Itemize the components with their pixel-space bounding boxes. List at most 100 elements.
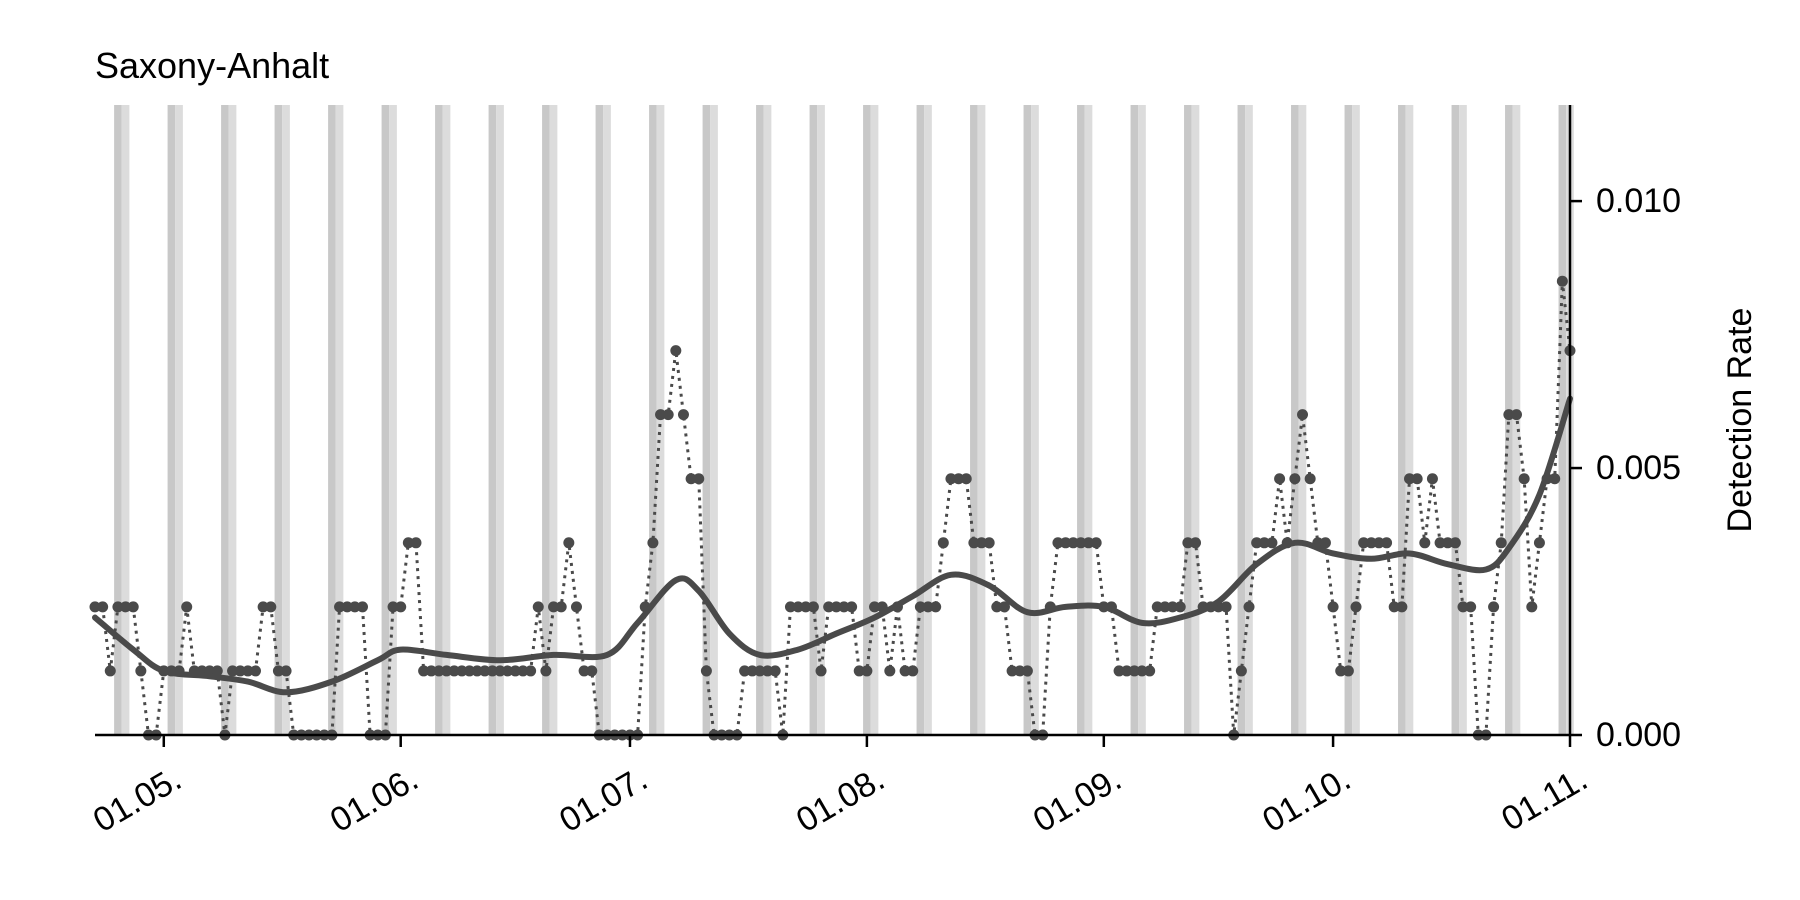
daily-rate-point (754, 665, 766, 677)
weekend-band (970, 105, 978, 735)
daily-rate-point (1060, 537, 1072, 549)
daily-rate-point (1465, 601, 1477, 613)
weekend-band (1237, 105, 1246, 735)
daily-rate-point (1495, 537, 1507, 549)
daily-rate-point (356, 601, 368, 613)
daily-rate-point (471, 665, 483, 677)
daily-rate-point (1159, 601, 1171, 613)
daily-rate-point (341, 601, 353, 613)
daily-rate-point (249, 665, 261, 677)
daily-rate-point (1151, 601, 1163, 613)
daily-rate-point (502, 665, 514, 677)
daily-rate-point (1503, 409, 1515, 421)
weekend-band (435, 105, 443, 735)
weekend-band (175, 105, 183, 735)
daily-rate-point (700, 665, 712, 677)
daily-rate-point (960, 473, 972, 485)
daily-rate-point (861, 665, 873, 677)
daily-rate-point (1434, 537, 1446, 549)
weekend-band (809, 105, 818, 735)
x-tick-label: 01.09. (1027, 760, 1128, 840)
daily-rate-point (387, 601, 399, 613)
daily-rate-point (1052, 537, 1064, 549)
daily-rate-point (800, 601, 812, 613)
daily-rate-point (1235, 665, 1247, 677)
daily-rate-point (1518, 473, 1530, 485)
daily-rate-point (540, 665, 552, 677)
weekend-band (1077, 105, 1085, 735)
weekend-band (228, 105, 237, 735)
daily-rate-point (1533, 537, 1545, 549)
daily-rate-point (280, 665, 292, 677)
daily-rate-point (234, 665, 246, 677)
x-tick-label: 01.06. (324, 760, 425, 840)
daily-rate-point (1274, 473, 1286, 485)
daily-rate-point (1083, 537, 1095, 549)
axes (95, 105, 1572, 737)
daily-rate-point (976, 537, 988, 549)
daily-rate-point (479, 665, 491, 677)
daily-rate-point (907, 665, 919, 677)
weekend-band (1184, 105, 1192, 735)
daily-rate-point (1144, 665, 1156, 677)
daily-rate-point (846, 601, 858, 613)
daily-rate-point (1243, 601, 1255, 613)
daily-rate-point (677, 409, 689, 421)
weekend-band (870, 105, 879, 735)
daily-rate-point (211, 665, 223, 677)
daily-rate-point (1556, 275, 1568, 287)
daily-rate-point (1319, 537, 1331, 549)
daily-rate-point (769, 665, 781, 677)
daily-rate-point (1526, 601, 1538, 613)
weekend-band (488, 105, 497, 735)
weekend-band (381, 105, 390, 735)
daily-rate-point (884, 665, 896, 677)
daily-rate-point (830, 601, 842, 613)
daily-rate-point (815, 665, 827, 677)
weekend-band (121, 105, 130, 735)
daily-rate-point (1190, 537, 1202, 549)
daily-rate-point (685, 473, 697, 485)
weekend-band (702, 105, 711, 735)
daily-rate-point (991, 601, 1003, 613)
daily-rate-point (112, 601, 124, 613)
y-tick-label: 0.005 (1596, 449, 1681, 487)
weekend-band (221, 105, 229, 735)
weekend-band (389, 105, 397, 735)
daily-rate-point (1335, 665, 1347, 677)
daily-rate-point (463, 665, 475, 677)
daily-rate-point (555, 601, 567, 613)
daily-rate-point (494, 665, 506, 677)
daily-rate-point (739, 665, 751, 677)
daily-rate-point (937, 537, 949, 549)
daily-rate-point (1067, 537, 1079, 549)
weekend-band (916, 105, 925, 735)
daily-rate-point (578, 665, 590, 677)
daily-rate-point (1182, 537, 1194, 549)
y-tick-label: 0.010 (1596, 182, 1681, 220)
daily-rate-point (135, 665, 147, 677)
daily-rate-point (1128, 665, 1140, 677)
daily-rate-point (1350, 601, 1362, 613)
daily-rate-point (120, 601, 132, 613)
weekend-band (977, 105, 986, 735)
weekend-band (335, 105, 344, 735)
weekend-band (542, 105, 550, 735)
daily-rate-point (853, 665, 865, 677)
weekend-band (756, 105, 764, 735)
daily-rate-point (953, 473, 965, 485)
smoothed-trend-line (92, 395, 1573, 696)
daily-rate-point (181, 601, 193, 613)
weekend-band (274, 105, 283, 735)
daily-rate-point (1014, 665, 1026, 677)
weekend-band (1031, 105, 1039, 735)
daily-rate-point (983, 537, 995, 549)
daily-rate-point (792, 601, 804, 613)
daily-rate-point (968, 537, 980, 549)
daily-rate-point (784, 601, 796, 613)
daily-rate-point (548, 601, 560, 613)
daily-rate-point (1251, 537, 1263, 549)
daily-rate-point (486, 665, 498, 677)
daily-rate-point (1373, 537, 1385, 549)
daily-rate-point (1136, 665, 1148, 677)
